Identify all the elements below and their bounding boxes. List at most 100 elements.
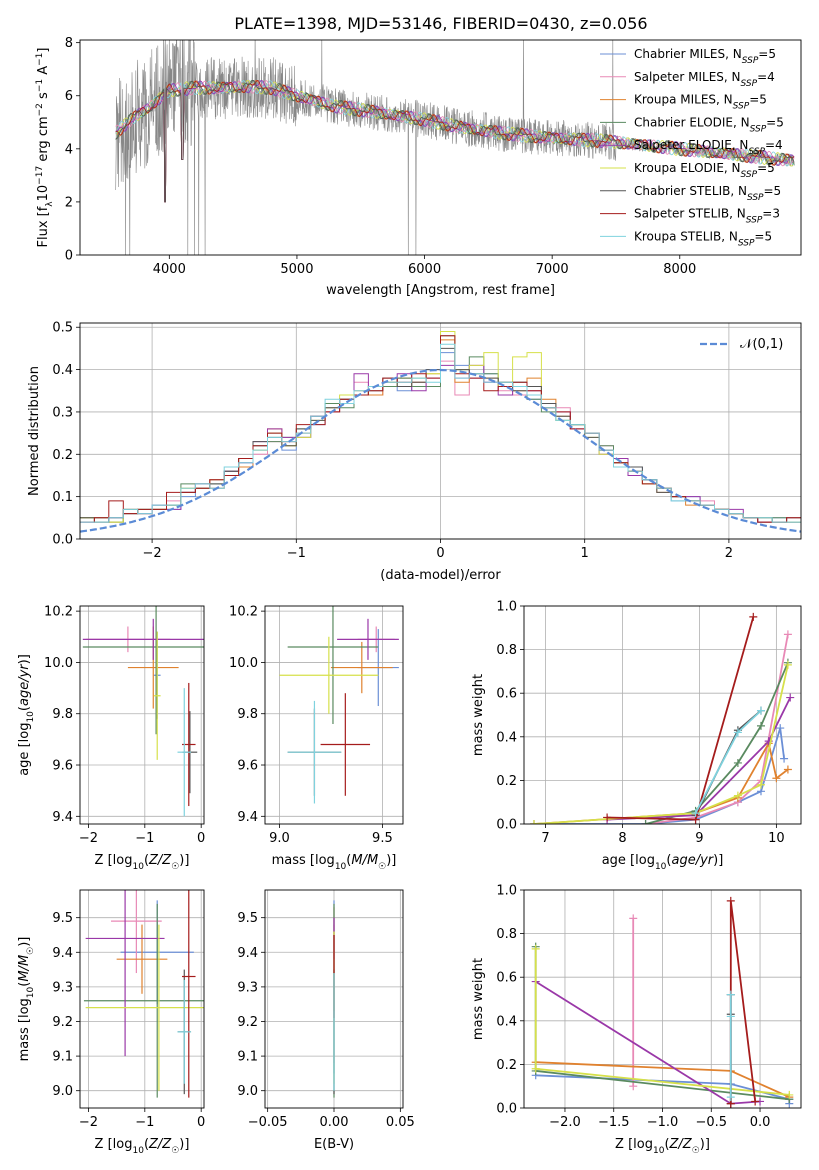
legend-imf: Salpeter ELODIE, N [634, 138, 748, 152]
massweight-marker-salpeter_miles [629, 1082, 638, 1091]
y-tick-label: 9.1 [237, 1050, 258, 1065]
legend-sub: SSP [733, 102, 750, 112]
legend-label-chabrier_miles: Chabrier MILES, NSSP=5 [634, 47, 776, 66]
y-tick-label: 1.0 [496, 884, 517, 899]
legend-imf: Chabrier ELODIE, N [634, 115, 750, 129]
y-tick-label: 0.6 [496, 971, 517, 986]
label-part: age/yr [17, 663, 32, 706]
label-part: 10 [132, 1146, 144, 1156]
label-part: Z [log [95, 1137, 133, 1152]
label-part: ☉ [378, 862, 386, 872]
legend-imf: Chabrier STELIB, N [634, 184, 747, 198]
x-tick-label: 0 [197, 1115, 205, 1130]
massweight-marker-chabrier_elodie [641, 820, 650, 824]
y-axis-label: Normed distribution [27, 366, 42, 496]
massweight-marker-salpeter_stelib [603, 813, 612, 822]
legend-imf: Kroupa MILES, N [634, 93, 733, 107]
errorbar-series [83, 890, 204, 1098]
y-tick-label: 9.6 [52, 759, 73, 774]
y-tick-label: 0.3 [52, 405, 73, 420]
y-tick-label: 8 [65, 36, 73, 51]
y-tick-label: 9.4 [52, 946, 73, 961]
legend-label-chabrier_elodie: Chabrier ELODIE, NSSP=5 [634, 115, 784, 134]
label-part: )] [700, 1137, 710, 1152]
legend-imf: Salpeter STELIB, N [634, 207, 746, 221]
y-tick-label: 9.8 [52, 707, 73, 722]
axes-frame [79, 605, 205, 825]
label-part: mass weight [471, 674, 486, 756]
label-part: M/M [351, 853, 378, 868]
x-axis-label: (data-model)/error [380, 568, 501, 583]
label-part: Z/Z [148, 1137, 172, 1152]
gaussian-legend-label: 𝒩(0,1) [740, 337, 783, 352]
y-tick-label: 0.8 [496, 643, 517, 658]
y-tick-label: 9.0 [237, 1084, 258, 1099]
legend-sub: SSP [750, 124, 767, 134]
legend-sub: SSP [748, 147, 765, 157]
legend-label-kroupa_miles: Kroupa MILES, NSSP=5 [634, 93, 767, 112]
x-tick-label: 2 [725, 546, 733, 561]
label-part: 10 [132, 862, 144, 872]
y-tick-label: 0.6 [496, 687, 517, 702]
legend-imf: Salpeter MILES, N [634, 70, 741, 84]
label-part: 10 [26, 711, 36, 723]
massweight-marker-kroupa_elodie [733, 791, 742, 800]
y-tick-label: 0.2 [496, 1058, 517, 1073]
y-tick-label: 0.0 [496, 1102, 517, 1117]
massweight-series [530, 612, 795, 824]
legend-imf: Chabrier MILES, N [634, 47, 742, 61]
y-tick-label: 10.2 [44, 605, 73, 620]
axes-frame [264, 889, 404, 1109]
x-tick-label: 9 [695, 831, 703, 846]
x-tick-label: −1 [135, 831, 154, 846]
y-axis-label: mass weight [471, 674, 486, 756]
spectrum-legend: Chabrier MILES, NSSP=5 Salpeter MILES, N S… [600, 47, 784, 248]
x-tick-label: −1 [287, 546, 306, 561]
x-tick-label: 0.00 [320, 1115, 349, 1130]
label-part: )] [179, 1137, 189, 1152]
y-tick-label: 9.5 [237, 911, 258, 926]
label-part: wavelength [Angstrom, rest frame] [326, 283, 555, 298]
label-part: erg cm [36, 116, 51, 165]
massweight-marker-salpeter_stelib [751, 1097, 760, 1106]
x-axis-label: mass [log10(M/M☉)] [272, 853, 397, 872]
x-axis-label: Z [log10(Z/Z☉)] [95, 853, 190, 872]
y-tick-label: 9.4 [237, 810, 258, 825]
label-part: ( [664, 1137, 669, 1152]
massweight-marker-chabrier_miles [776, 724, 785, 733]
label-part: mass [log [17, 998, 32, 1061]
errorbar-series [279, 606, 399, 804]
age-vs-metallicity-plot: −2 −1 09.49.69.810.010.2Z [log10(Z/Z☉)]age… [17, 605, 205, 872]
label-part: E(B-V) [314, 1137, 354, 1152]
y-tick-label: 0.8 [496, 927, 517, 942]
label-part: )] [179, 853, 189, 868]
x-tick-label: −1.5 [598, 1115, 630, 1130]
legend-sub: SSP [741, 170, 758, 180]
massweight-marker-salpeter_stelib [749, 612, 758, 621]
label-part: )] [17, 937, 32, 947]
legend-sub: SSP [738, 238, 755, 248]
massweight-marker-kroupa_stelib [726, 1093, 735, 1102]
label-part: age [log [17, 723, 32, 776]
x-tick-label: 7 [541, 831, 549, 846]
massweight-line-chabrier_miles [534, 727, 785, 824]
label-part: ☉ [26, 947, 36, 955]
x-tick-label: 9.0 [269, 831, 290, 846]
x-tick-label: 6000 [408, 262, 441, 277]
massweight-marker-kroupa_stelib [756, 706, 765, 715]
label-part: 10 [653, 1146, 665, 1156]
massweight-line-kroupa_miles [533, 740, 789, 824]
massweight-marker-kroupa_elodie [785, 1090, 794, 1099]
axes-frame [79, 322, 802, 540]
model-spectrum-chabrier_stelib [115, 80, 795, 203]
label-part: ( [346, 853, 351, 868]
x-axis-label: E(B-V) [314, 1137, 354, 1152]
x-tick-label: −2 [79, 831, 98, 846]
legend-sub: SSP [747, 193, 764, 203]
label-part: A [36, 66, 51, 79]
label-part: Z [log [615, 1137, 653, 1152]
massweight-line-salpeter_elodie [535, 980, 761, 1105]
axes-frame [79, 889, 205, 1109]
mass-vs-ebv-plot: −0.05 0.00 0.05 9.0 9.1 9.2 9.3 9.4 9.5 E(B-V) [237, 889, 415, 1152]
